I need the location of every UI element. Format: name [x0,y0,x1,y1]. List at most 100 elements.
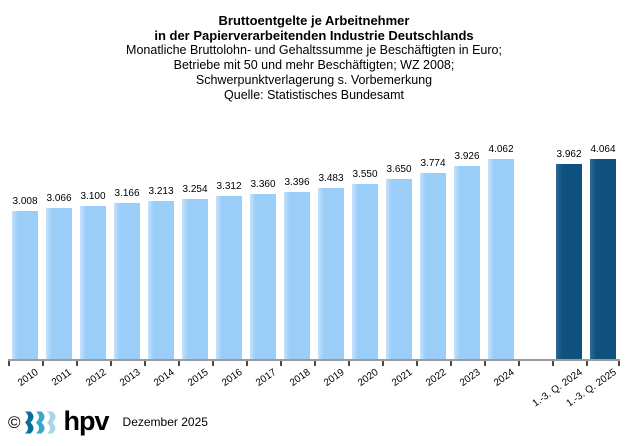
bar-slot-2013: 3.166 2013 [110,130,144,389]
x-axis-tick [8,361,10,366]
x-axis-label: 2021 [389,367,415,389]
bar-1-3-Q-2024 [556,164,582,359]
chart-source-line: Quelle: Statistisches Bundesamt [224,88,404,102]
bar-2011 [46,208,72,359]
bar-slot-2015: 3.254 2015 [178,130,212,389]
bar-2018 [284,192,310,359]
bar-slot-2023: 3.926 2023 [450,130,484,389]
x-axis-tick [178,361,180,366]
x-axis-tick [348,361,350,366]
bar-slot-2011: 3.066 2011 [42,130,76,388]
x-axis-label: 2018 [287,367,313,389]
bar-value-label: 3.550 [352,169,378,180]
bar-slot-2014: 3.213 2014 [144,130,178,389]
x-axis-tick [415,361,418,366]
bar-value-label: 3.774 [420,158,446,169]
bar-2012 [80,206,106,359]
x-axis-tick [211,361,214,366]
chart-title-line-1: Bruttoentgelte je Arbeitnehmer [218,13,410,28]
x-axis-label: 2020 [355,367,381,389]
bar-slot-2021: 3.650 2021 [382,130,416,389]
chart-subtitle-line-2: Betriebe mit 50 und mehr Beschäftigten; … [173,58,455,72]
bar-2015 [182,199,208,359]
x-axis-label: 2012 [83,367,109,389]
bar-slot-2020: 3.550 2020 [348,130,382,389]
x-axis-label: 2023 [457,367,483,389]
copyright-symbol: © [8,412,21,432]
bar-2024 [488,159,514,359]
bar-2022 [420,173,446,359]
x-axis-label: 2015 [185,367,211,389]
bar-value-label: 3.312 [216,181,242,192]
hpv-logo-text: hpv [63,405,110,436]
bar-slot-2018: 3.396 2018 [280,130,314,389]
x-axis-label: 2010 [15,367,41,389]
bar-slot-2010: 3.008 2010 [8,130,42,389]
plot-area: 3.008 2010 3.066 2011 3.100 2012 3.166 2013 3.21… [8,130,620,409]
x-axis-tick [246,361,248,366]
bar-2013 [114,203,140,359]
bar-2020 [352,184,378,359]
x-axis-label: 2013 [117,367,143,389]
bars-row: 3.008 2010 3.066 2011 3.100 2012 3.166 2013 3.21… [8,130,620,409]
x-axis-tick [586,361,588,366]
bar-value-label: 3.483 [318,173,344,184]
bar-2021 [386,179,412,359]
x-axis-label: 2024 [491,367,517,389]
x-axis-label: 2016 [219,367,245,389]
bar-2019 [318,188,344,359]
x-axis-tick [618,361,620,366]
chart-title-block: Bruttoentgelte je Arbeitnehmer in der Pa… [0,13,628,103]
bar-slot-2012: 3.100 2012 [76,130,110,389]
x-axis-line [8,359,620,361]
bar-slot-2017: 3.360 2017 [246,130,280,389]
x-axis-tick [279,361,282,366]
hpv-logo-chevrons-icon [24,411,56,433]
bar-slot-2016: 3.312 2016 [212,130,246,389]
footer: © hpv Dezember 2025 [8,405,208,436]
bar-value-label: 3.360 [250,179,276,190]
x-axis-label: 2019 [321,367,347,389]
bar-slot-2022: 3.774 2022 [416,130,450,389]
x-axis-tick [75,361,78,366]
x-axis-label: 2014 [151,367,177,389]
footer-date: Dezember 2025 [122,415,208,429]
bar-2010 [12,211,38,359]
x-axis-tick [484,361,486,366]
bar-value-label: 3.166 [114,188,140,199]
bar-value-label: 3.066 [46,193,72,204]
bar-slot-2024: 4.062 2024 [484,130,518,389]
chart-title-line-2: in der Papierverarbeitenden Industrie De… [154,28,474,43]
x-axis-tick [143,361,146,366]
bar-value-label: 4.064 [590,144,616,155]
bar-value-label: 3.008 [12,196,38,207]
bar-2023 [454,166,480,359]
x-axis-tick [518,361,520,366]
bar-2017 [250,194,276,359]
bar-value-label: 3.650 [386,164,412,175]
x-axis-tick [450,361,452,366]
x-axis-label: 2022 [423,367,449,389]
x-axis-tick [41,361,44,366]
bar-slot-1-3-Q-2024: 3.962 1.-3. Q. 2024 [530,130,586,409]
bar-gap [518,130,552,359]
x-axis-tick [382,361,384,366]
bar-value-label: 3.396 [284,177,310,188]
bar-2014 [148,201,174,359]
bar-slot-2019: 3.483 2019 [314,130,348,389]
bar-slot-1-3-Q-2025: 4.064 1.-3. Q. 2025 [564,130,620,409]
bar-value-label: 3.254 [182,184,208,195]
chart-subtitle-line-1: Monatliche Bruttolohn- und Gehaltssumme … [126,43,502,57]
bar-value-label: 4.062 [488,144,514,155]
bar-value-label: 3.213 [148,186,174,197]
x-axis-label: 2011 [50,367,75,389]
x-axis-tick [314,361,316,366]
bar-value-label: 3.100 [80,191,106,202]
x-axis-tick [109,361,112,366]
bar-2016 [216,196,242,359]
x-axis-label: 2017 [253,367,279,389]
bar-value-label: 3.962 [556,149,582,160]
bar-1-3-Q-2025 [590,159,616,359]
bar-value-label: 3.926 [454,151,480,162]
